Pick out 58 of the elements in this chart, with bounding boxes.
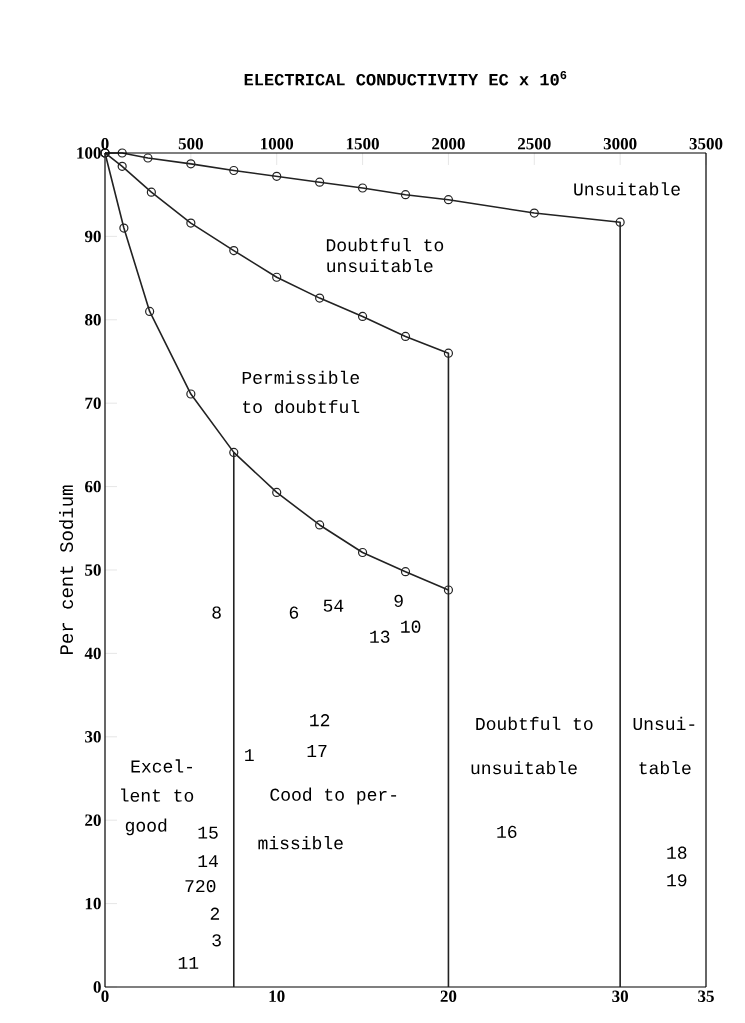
annotation: Unsui- xyxy=(633,716,695,731)
annotation: 13 xyxy=(370,630,390,643)
annotation: 15 xyxy=(198,826,218,839)
annotation: missible xyxy=(258,836,343,850)
annotation: table xyxy=(639,761,691,775)
annotation: 9 xyxy=(394,594,403,607)
x-tick-label: 0 xyxy=(101,990,109,1003)
annotation: unsuitable xyxy=(327,258,433,273)
annotation: 11 xyxy=(178,956,199,969)
x2-tick-label: 1500 xyxy=(346,137,379,150)
x-tick-label: 20 xyxy=(440,990,457,1003)
x2-tick-label: 2000 xyxy=(432,137,465,150)
annotation: good xyxy=(125,818,167,836)
annotation: 1 xyxy=(245,749,254,762)
annotation: 16 xyxy=(497,825,517,838)
x2-tick-label: 0 xyxy=(101,137,109,150)
x2-tick-label: 2500 xyxy=(518,137,551,150)
y-tick-label: 50 xyxy=(85,564,101,576)
x-tick-label: 10 xyxy=(269,990,285,1003)
y-tick-label: 90 xyxy=(84,230,101,243)
y-tick-label: 0 xyxy=(93,981,101,993)
annotation: 3 xyxy=(212,934,221,947)
y-tick-label: 40 xyxy=(84,647,101,660)
annotation: lent to xyxy=(121,788,194,802)
annotation: 10 xyxy=(401,620,421,633)
y-tick-label: 70 xyxy=(85,397,101,409)
x2-tick-label: 3000 xyxy=(603,137,637,150)
annotation: Doubtful to xyxy=(476,716,593,731)
annotation: 720 xyxy=(185,879,216,893)
y-tick-label: 60 xyxy=(85,480,101,493)
y-tick-label: 80 xyxy=(85,314,101,326)
annotation: to doubtful xyxy=(243,399,360,414)
y-axis-title: Per cent Sodium xyxy=(59,485,74,654)
annotation: Unsuitable xyxy=(574,182,680,196)
y-tick-label: 10 xyxy=(85,897,101,910)
x2-tick-label: 500 xyxy=(178,137,203,150)
chart-title: ELECTRICAL CONDUCTIVITY EC x 10$^{6}$ xyxy=(244,71,567,86)
annotation: 6 xyxy=(289,606,299,619)
annotation: 18 xyxy=(667,846,687,859)
annotation: 12 xyxy=(310,714,330,727)
annotation: Excel- xyxy=(131,759,192,773)
annotation: Permissible xyxy=(242,370,359,384)
annotation: 54 xyxy=(323,599,344,612)
x-tick-label: 30 xyxy=(612,990,628,1003)
x-tick-label: 35 xyxy=(698,990,714,1002)
annotation: Doubtful to xyxy=(326,238,444,252)
x2-tick-label: 3500 xyxy=(689,137,723,150)
annotation: Cood to per- xyxy=(270,787,397,805)
y-tick-label: 20 xyxy=(85,814,101,826)
annotation: 17 xyxy=(307,745,327,757)
annotation: 2 xyxy=(210,907,220,920)
y-tick-label: 100 xyxy=(77,147,101,159)
annotation: unsuitable xyxy=(471,761,577,775)
y-tick-label: 30 xyxy=(85,731,101,743)
x2-tick-label: 1000 xyxy=(261,137,294,150)
annotation: 19 xyxy=(667,874,687,887)
annotation: 14 xyxy=(198,855,218,867)
annotation: 8 xyxy=(212,606,221,619)
